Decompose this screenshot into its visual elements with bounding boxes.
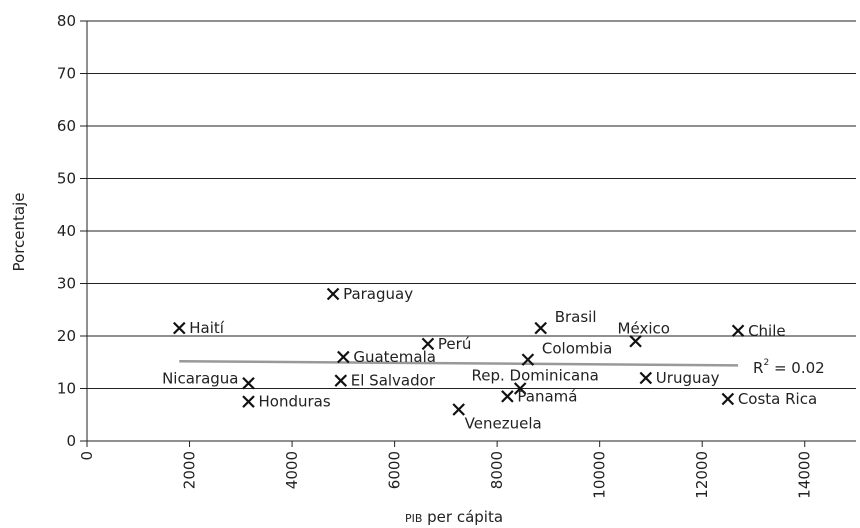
x-tick-label-2000: 2000 (181, 451, 199, 489)
trendline (179, 359, 739, 367)
point-mark-b (326, 287, 340, 301)
point-guatemala (337, 350, 350, 364)
x-tick-label-4000: 4000 (283, 451, 301, 489)
point-label-rep-dominicana: Rep. Dominicana (472, 367, 599, 385)
point-colombia (521, 353, 535, 366)
r-squared-sup: 2 (763, 358, 769, 368)
point-mark-b (513, 382, 527, 395)
x-tick-label-14000: 14000 (796, 451, 814, 499)
y-tick-label-30: 30 (57, 275, 76, 293)
point-costa-rica (721, 392, 735, 406)
point-mark-b (639, 371, 653, 385)
point-label-brasil: Brasil (555, 308, 597, 326)
point-mark-b (173, 321, 186, 335)
point-label-panam-: Panamá (517, 387, 577, 405)
y-axis-title: Porcentaje (10, 193, 28, 272)
point-label-nicaragua: Nicaragua (162, 369, 238, 387)
r-squared-base: R (753, 359, 763, 377)
x-tick-label-12000: 12000 (693, 451, 711, 499)
r-squared-annotation: R2 = 0.02 (753, 358, 825, 377)
point-per- (421, 337, 435, 351)
point-mark-b (337, 350, 350, 364)
point-label-honduras: Honduras (258, 393, 330, 411)
point-label-chile: Chile (748, 322, 786, 340)
trendline-group (179, 359, 739, 367)
y-tick-label-60: 60 (57, 117, 76, 135)
y-tick-label-50: 50 (57, 170, 76, 188)
point-mark-b (242, 376, 255, 390)
y-tick-label-0: 0 (66, 432, 76, 450)
point-label-per-: Perú (438, 335, 471, 353)
point-venezuela (452, 403, 465, 416)
y-tick-label-80: 80 (57, 12, 76, 30)
point-label-costa-rica: Costa Rica (738, 390, 817, 408)
r-squared-rest: = 0.02 (769, 359, 825, 377)
x-tick-label-6000: 6000 (386, 451, 404, 489)
y-tick-label-70: 70 (57, 65, 76, 83)
x-tick-label-0: 0 (78, 451, 96, 461)
point-brasil (534, 321, 547, 335)
point-mark-b (501, 390, 514, 403)
y-tick-label-40: 40 (57, 222, 76, 240)
axes (80, 20, 856, 447)
point-uruguay (639, 371, 653, 385)
point-mark-b (421, 337, 435, 351)
point-label-venezuela: Venezuela (465, 415, 542, 433)
point-mark-b (521, 353, 535, 366)
data-points (173, 287, 745, 416)
point-label-uruguay: Uruguay (656, 369, 720, 387)
point-mark-b (721, 392, 735, 406)
y-tick-label-10: 10 (57, 380, 76, 398)
point-mark-b (629, 334, 642, 348)
x-tick-labels: 0 2000 4000 6000 8000 10000 12000 14000 (78, 451, 814, 499)
point-label-guatemala: Guatemala (353, 348, 436, 366)
point-mark-b (534, 321, 547, 335)
x-axis-title-main: per cápita (422, 508, 503, 526)
y-tick-label-20: 20 (57, 327, 76, 345)
point-label-colombia: Colombia (542, 340, 613, 358)
point-mark-b (334, 374, 348, 387)
point-panam- (501, 390, 514, 403)
point-label-hait-: Haití (189, 319, 225, 337)
point-label-m-xico: México (618, 319, 670, 337)
x-axis-title: PIB per cápita (405, 508, 503, 526)
x-axis-title-prefix: PIB (405, 512, 422, 525)
point-chile (731, 324, 745, 338)
point-labels: Haití Nicaragua Honduras Paraguay Guatemala E… (162, 285, 817, 433)
x-tick-label-8000: 8000 (488, 451, 506, 489)
y-tick-labels: 0 10 20 30 40 50 60 70 80 (57, 12, 76, 450)
point-rep-dominicana (513, 382, 527, 395)
point-label-el-salvador: El Salvador (351, 372, 436, 390)
point-paraguay (326, 287, 340, 301)
point-mark-b (452, 403, 465, 416)
point-nicaragua (242, 376, 255, 390)
point-label-paraguay: Paraguay (343, 285, 413, 303)
point-hait- (173, 321, 186, 335)
point-honduras (242, 395, 255, 408)
point-m-xico (629, 334, 642, 348)
point-mark-b (731, 324, 745, 338)
point-mark-b (242, 395, 255, 408)
point-el-salvador (334, 374, 348, 387)
x-tick-label-10000: 10000 (591, 451, 609, 499)
gridlines (87, 20, 856, 389)
